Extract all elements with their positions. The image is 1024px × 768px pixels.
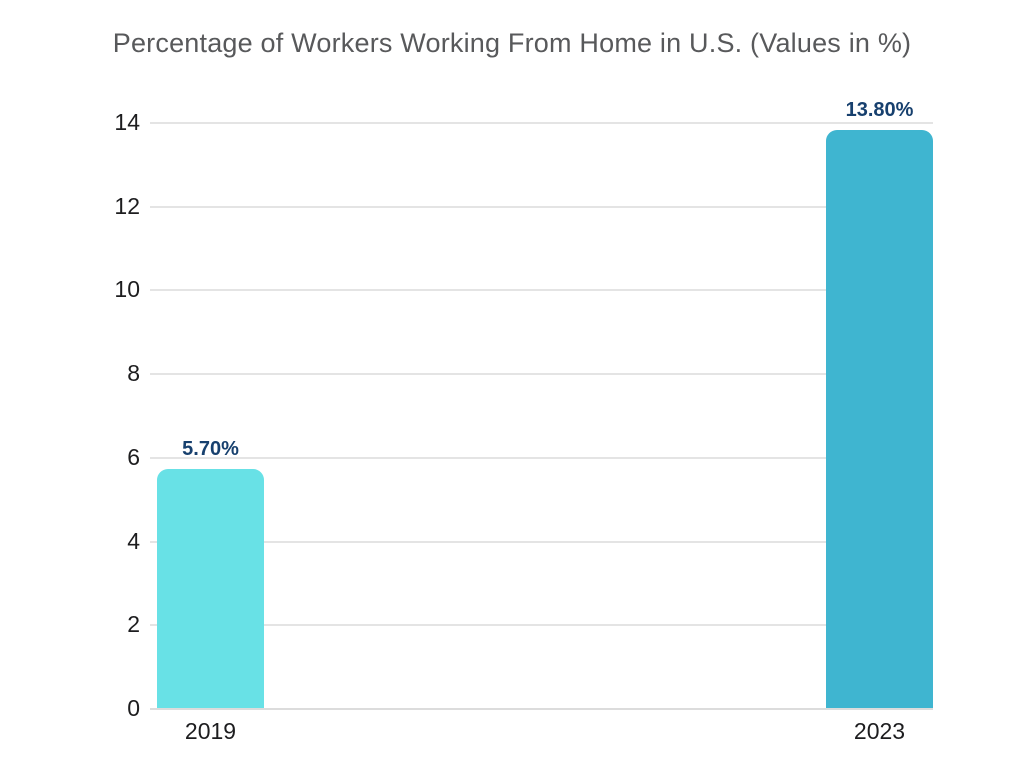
gridline-y10 (150, 289, 933, 292)
gridline-y6 (150, 456, 933, 459)
y-axis-tick-label: 8 (127, 360, 140, 387)
y-axis-tick-label: 4 (127, 527, 140, 554)
x-axis-label-2023: 2023 (853, 718, 906, 744)
y-axis-tick-label: 14 (114, 109, 140, 135)
y-axis-tick-label: 12 (114, 192, 140, 219)
y-axis-tick-label: 2 (127, 611, 140, 638)
gridline-y2 (150, 624, 933, 627)
gridline-y4 (150, 540, 933, 543)
value-label-2023: 13.80% (845, 99, 914, 122)
y-axis-tick-label: 10 (114, 276, 140, 303)
plot-area: 0 2 4 6 8 10 12 14 5.70% 2019 13.80% 2023 (114, 99, 933, 744)
gridline-y14 (150, 122, 933, 124)
gridline-y12 (150, 205, 933, 208)
bar-2019 (157, 469, 264, 708)
value-label-2019: 5.70% (182, 438, 239, 461)
bar-2023 (826, 130, 933, 708)
y-axis-tick-label: 6 (127, 443, 140, 470)
gridline-y0 (150, 708, 933, 710)
gridline-y8 (150, 373, 933, 376)
chart-title: Percentage of Workers Working From Home … (112, 28, 912, 58)
y-axis-tick-label: 0 (127, 695, 140, 721)
x-axis-label-2019: 2019 (184, 718, 237, 744)
